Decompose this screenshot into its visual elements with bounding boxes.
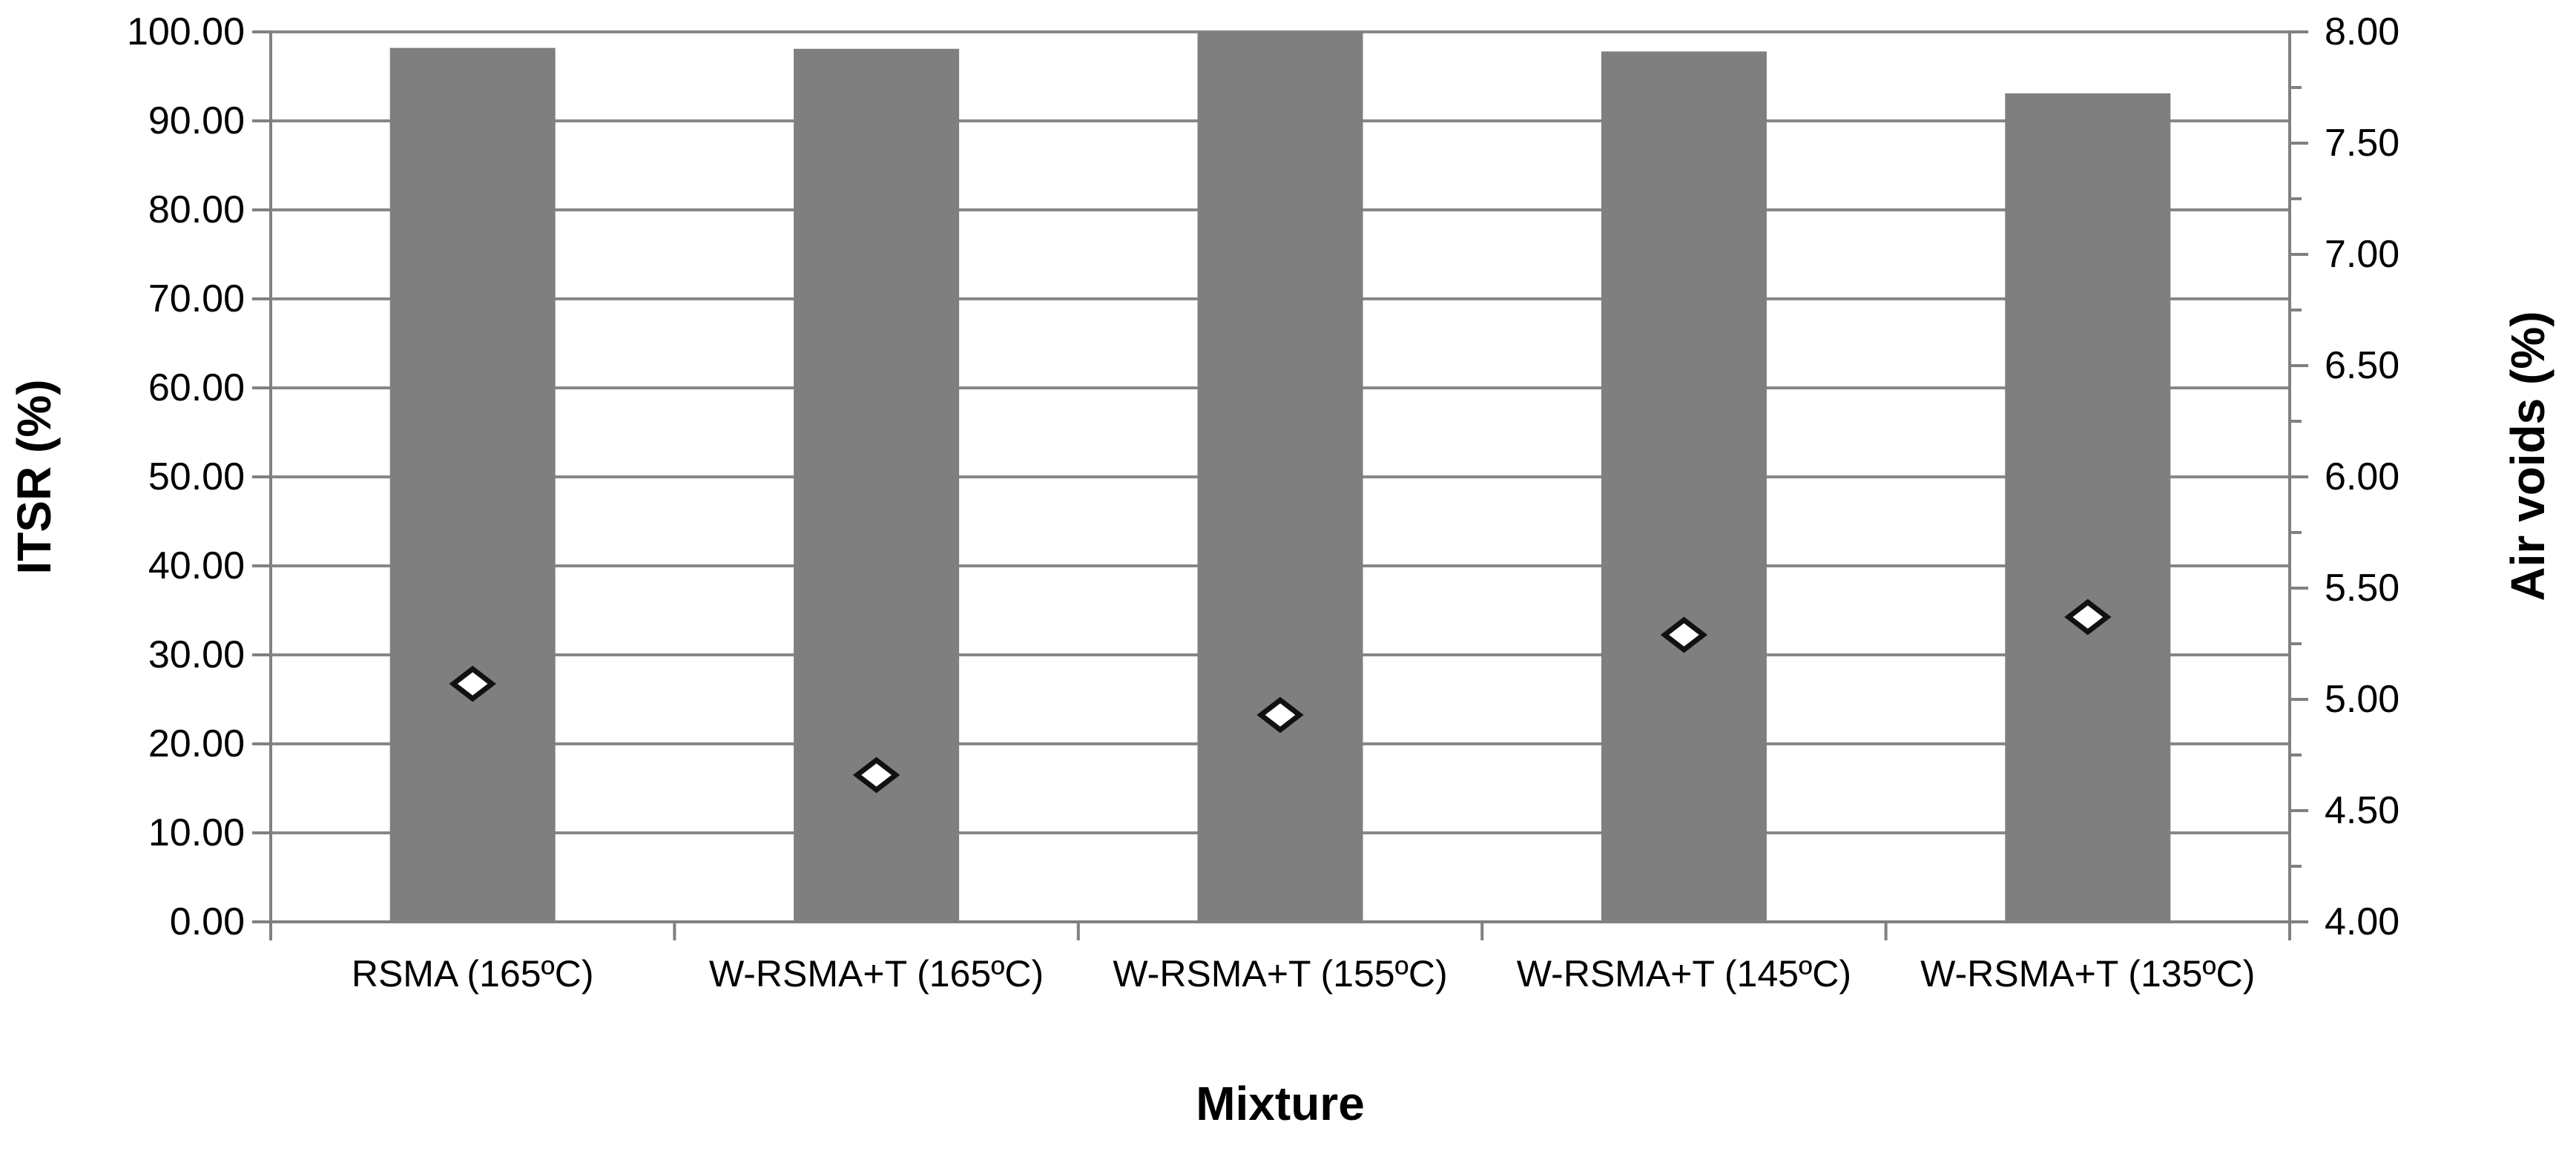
marker-air-voids-diamond: [852, 756, 900, 794]
left-axis-tick-label: 0.00: [169, 900, 245, 943]
right-axis-tick-label: 5.00: [2325, 678, 2400, 721]
right-axis-tick-label: 8.00: [2325, 10, 2400, 53]
left-axis-tick-label: 70.00: [148, 277, 245, 320]
left-axis-tick-label: 10.00: [148, 811, 245, 854]
x-axis-category-label: W-RSMA+T (165ºC): [708, 953, 1044, 995]
left-axis-tick-label: 20.00: [148, 722, 245, 765]
left-axis-tick-label: 80.00: [148, 188, 245, 231]
right-axis-tick-label: 7.50: [2325, 122, 2400, 165]
right-axis-tick-label: 6.00: [2325, 455, 2400, 498]
right-axis-tick-label: 6.50: [2325, 344, 2400, 387]
right-axis-tick-label: 4.50: [2325, 789, 2400, 832]
bar-itsr: [1601, 51, 1767, 922]
bar-itsr: [389, 47, 556, 923]
x-axis-category-label: W-RSMA+T (145ºC): [1516, 953, 1851, 995]
marker-air-voids-diamond: [2064, 599, 2112, 636]
x-axis-category-label: W-RSMA+T (135ºC): [1920, 953, 2256, 995]
left-axis-tick-label: 40.00: [148, 544, 245, 587]
right-axis-tick-label: 4.00: [2325, 900, 2400, 943]
left-axis-tick-label: 30.00: [148, 633, 245, 676]
marker-air-voids-diamond: [449, 665, 496, 702]
left-axis-tick-label: 100.00: [126, 10, 245, 53]
bar-itsr: [2005, 93, 2171, 922]
right-axis-tick-label: 5.50: [2325, 567, 2400, 610]
right-axis-tick-label: 7.00: [2325, 233, 2400, 276]
x-axis-category-label: W-RSMA+T (155ºC): [1113, 953, 1448, 995]
x-axis-category-label: RSMA (165ºC): [351, 953, 594, 995]
bar-itsr: [1197, 32, 1363, 922]
x-axis-title: Mixture: [1196, 1077, 1365, 1130]
marker-air-voids-diamond: [1256, 696, 1304, 733]
marker-air-voids-diamond: [1660, 616, 1708, 653]
left-axis-tick-label: 60.00: [148, 366, 245, 409]
left-axis-tick-label: 50.00: [148, 455, 245, 498]
left-axis-tick-label: 90.00: [148, 99, 245, 142]
